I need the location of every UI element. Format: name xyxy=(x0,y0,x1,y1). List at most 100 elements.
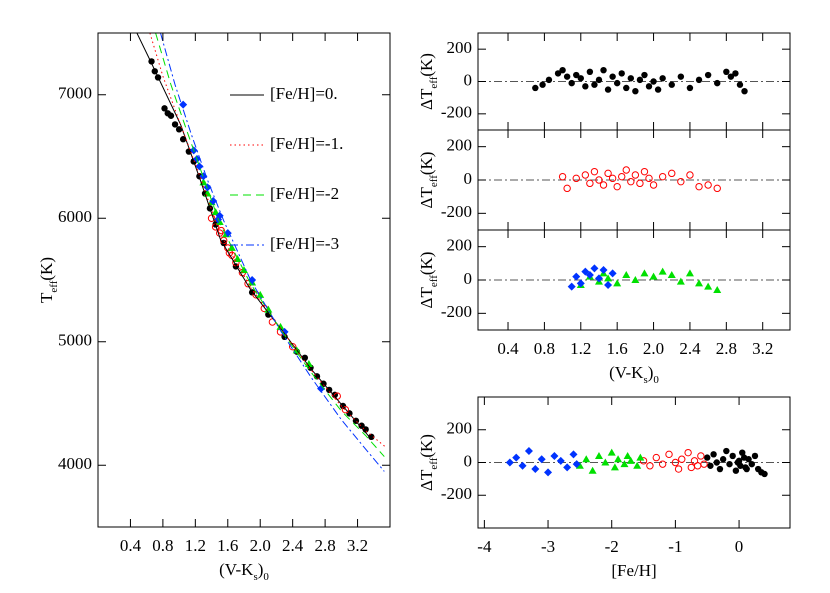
point xyxy=(550,451,559,460)
point xyxy=(556,456,565,465)
point xyxy=(678,455,686,463)
point xyxy=(304,359,313,367)
label-part: ΔT xyxy=(417,88,436,110)
point xyxy=(563,463,572,472)
point xyxy=(586,68,594,76)
label-part: [Fe/H] xyxy=(611,561,656,580)
x-tick-label: -1 xyxy=(668,537,682,556)
point xyxy=(358,422,365,429)
label-part: eff xyxy=(428,76,440,88)
x-tick-label: 1.6 xyxy=(607,339,628,358)
x-tick-label: 1.2 xyxy=(570,339,591,358)
point xyxy=(659,75,666,82)
label-part: (V-K xyxy=(609,363,644,382)
point xyxy=(531,465,540,474)
point xyxy=(761,470,768,478)
point xyxy=(739,449,746,456)
point xyxy=(256,290,265,298)
x-tick-label: 0 xyxy=(735,537,744,556)
legend-label: [Fe/H]=-3 xyxy=(270,234,339,253)
point xyxy=(179,100,188,109)
y-axis-label: ΔTeff(K) xyxy=(417,434,440,491)
x-tick-label: 0.8 xyxy=(152,536,173,555)
point xyxy=(684,448,692,457)
point xyxy=(695,279,704,287)
point xyxy=(622,166,630,174)
y-tick-label: 5000 xyxy=(58,331,92,350)
point xyxy=(599,266,608,274)
point xyxy=(518,461,527,470)
point xyxy=(512,453,521,462)
point xyxy=(613,182,621,191)
y-tick-label: 6000 xyxy=(58,207,92,226)
label-part: s xyxy=(253,571,257,583)
x-tick-label: 1.2 xyxy=(185,536,206,555)
y-tick-label: -200 xyxy=(441,302,472,321)
point xyxy=(618,172,626,181)
point xyxy=(719,456,727,463)
point xyxy=(632,88,639,95)
point xyxy=(658,267,667,275)
x-tick-label: 2.8 xyxy=(716,339,737,358)
point xyxy=(505,458,514,467)
point xyxy=(645,83,653,90)
point xyxy=(545,76,553,84)
point xyxy=(618,70,625,77)
point xyxy=(544,468,553,477)
fit-line xyxy=(136,33,372,440)
point xyxy=(559,66,566,74)
y-tick-label: 200 xyxy=(447,419,473,438)
y-tick-label: 0 xyxy=(464,169,473,188)
label-part: (K) xyxy=(37,257,56,281)
label-part: ΔT xyxy=(417,287,436,309)
point xyxy=(700,460,708,468)
point xyxy=(599,181,608,189)
point xyxy=(751,452,759,460)
point xyxy=(600,66,607,74)
legend-label: [Fe/H]=-1. xyxy=(270,134,343,153)
point xyxy=(195,162,204,171)
label-part: eff xyxy=(428,275,440,287)
point xyxy=(654,86,662,93)
point xyxy=(288,342,297,351)
point xyxy=(734,459,741,466)
y-axis-label: ΔTeff(K) xyxy=(417,252,440,309)
point xyxy=(714,79,721,87)
point xyxy=(704,282,713,290)
point xyxy=(582,455,591,463)
point xyxy=(572,174,580,183)
point xyxy=(524,447,533,456)
x-axis-label: (V-Ks)0 xyxy=(609,363,659,386)
x-tick-label: 0.8 xyxy=(534,339,555,358)
point xyxy=(686,171,694,179)
label-part: (K) xyxy=(417,252,436,276)
x-tick-label: 2.8 xyxy=(314,536,335,555)
point xyxy=(713,184,721,193)
x-tick-label: 2.0 xyxy=(250,536,271,555)
point xyxy=(665,450,673,459)
point xyxy=(667,271,676,278)
point xyxy=(276,322,285,330)
y-axis-label: ΔTeff(K) xyxy=(417,152,440,209)
point xyxy=(368,433,375,441)
point xyxy=(604,274,613,282)
point xyxy=(645,174,653,183)
point xyxy=(601,458,610,466)
point xyxy=(567,282,576,291)
point xyxy=(641,71,648,79)
y-tick-label: 0 xyxy=(464,269,473,288)
plot-frame xyxy=(477,396,791,529)
y-tick-label: 7000 xyxy=(58,84,92,103)
point xyxy=(687,463,696,472)
fit-line xyxy=(160,33,385,472)
point xyxy=(676,277,685,285)
point xyxy=(652,453,660,462)
point xyxy=(658,460,667,468)
fit-line xyxy=(155,33,385,457)
plot-area xyxy=(478,264,790,293)
point xyxy=(704,454,711,461)
point xyxy=(607,448,616,456)
y-tick-label: -200 xyxy=(441,484,472,503)
point xyxy=(646,462,654,470)
point xyxy=(595,176,603,184)
